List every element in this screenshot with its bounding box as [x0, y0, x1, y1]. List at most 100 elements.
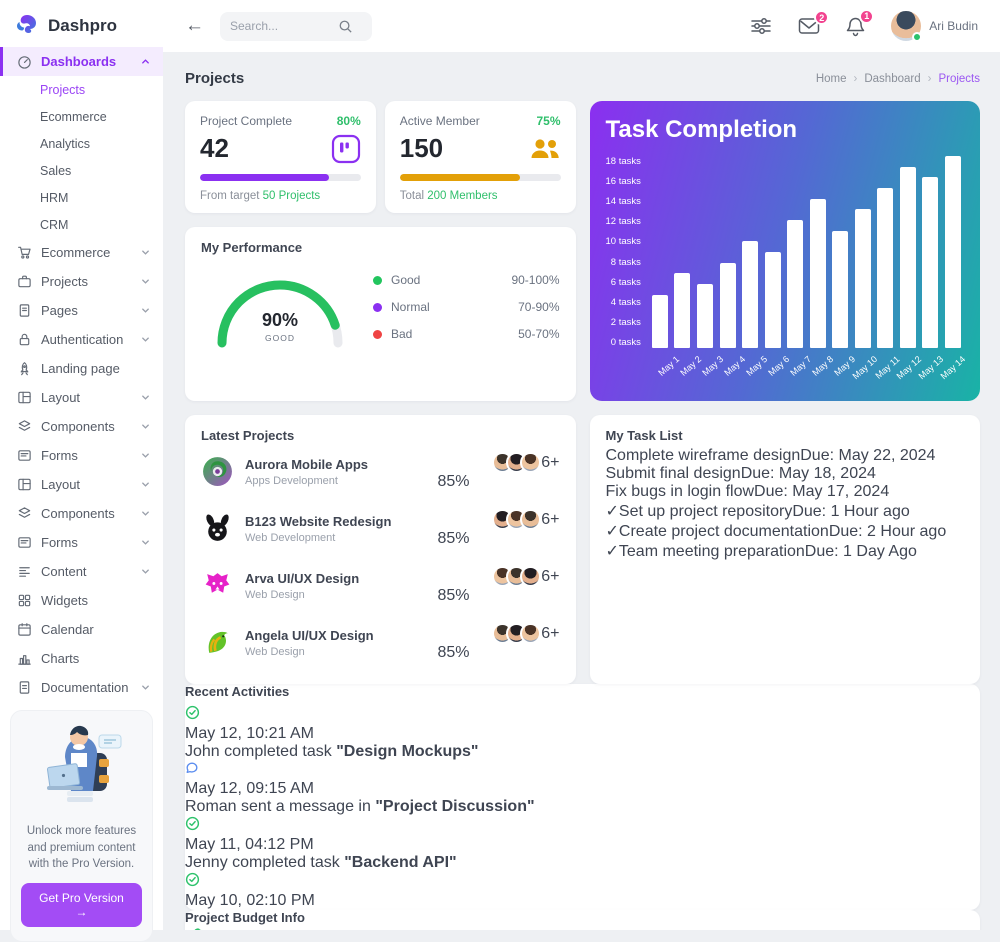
project-row[interactable]: Arva UI/UX Design Web Design 6+ 85% [201, 557, 560, 614]
x-tick: May 5 [744, 348, 769, 386]
active-member-card: Active Member 75% 150 [384, 101, 576, 213]
sidebar-item-label: Authentication [41, 332, 124, 347]
mail-icon[interactable]: 2 [798, 10, 830, 35]
x-tick: May 1 [656, 348, 681, 386]
bell-icon[interactable]: 1 [846, 8, 875, 37]
sidebar-subitem-projects[interactable]: Projects [40, 82, 86, 97]
legend-range: 70-90% [518, 300, 560, 314]
project-row[interactable]: B123 Website Redesign Web Development 6+ 85… [201, 500, 560, 557]
sidebar-item-dashboards[interactable]: Dashboards [0, 47, 163, 76]
x-tick-label: May 3 [700, 354, 726, 378]
x-tick: May 7 [788, 348, 813, 386]
search-box[interactable] [220, 11, 372, 41]
project-logo-swirl [201, 455, 234, 488]
project-meta: 6+ 85% [438, 452, 560, 491]
task-bar [922, 177, 939, 348]
task-row: ✓Set up project repositoryDue: 1 Hour ag… [606, 501, 965, 521]
sidebar-item-calendar[interactable]: Calendar [0, 615, 163, 644]
task-bar [742, 241, 759, 348]
sidebar-subitem-crm[interactable]: CRM [40, 217, 69, 232]
sidebar-subitem-analytics[interactable]: Analytics [40, 136, 91, 151]
sidebar-subitem-ecommerce[interactable]: Ecommerce [40, 109, 107, 124]
checkbox-checked[interactable]: ✓ [605, 503, 619, 520]
chevron-down-icon [140, 566, 151, 577]
recent-activities-title: Recent Activities [185, 684, 290, 699]
checkbox-checked[interactable]: ✓ [605, 523, 619, 540]
page-icon [17, 303, 32, 318]
x-tick: May 2 [678, 348, 703, 386]
sidebar-item-forms[interactable]: Forms [0, 441, 163, 470]
x-tick-label: May 2 [678, 354, 704, 378]
sidebar-item-label: Layout [41, 390, 81, 405]
x-tick: May 9 [833, 348, 858, 386]
briefcase-icon [17, 274, 32, 289]
search-input[interactable] [230, 19, 338, 33]
mail-badge: 2 [814, 10, 830, 25]
project-row[interactable]: Aurora Mobile Apps Apps Development 6+ 85% [201, 443, 560, 500]
project-progress-percent: 85% [437, 530, 470, 547]
x-tick: May 3 [700, 348, 725, 386]
sidebar-item-components[interactable]: Components [0, 499, 163, 528]
sidebar-item-ecommerce[interactable]: Ecommerce [0, 238, 163, 267]
project-progress-percent: 85% [437, 644, 470, 661]
top-header: ← 2 [163, 0, 1000, 52]
legend-range: 90-100% [511, 273, 560, 287]
project-category: Web Development [245, 531, 336, 544]
y-tick-label: 12 tasks [605, 216, 641, 228]
sidebar-item-forms[interactable]: Forms [0, 528, 163, 557]
brand[interactable]: Dashpro [0, 0, 163, 47]
stat-title: Active Member [399, 114, 480, 128]
user-menu[interactable]: Ari Budin [891, 11, 978, 42]
filter-settings-icon[interactable] [750, 16, 772, 36]
activity-time: May 11, 04:12 PM [185, 836, 314, 853]
calendar-icon [17, 622, 32, 637]
sidebar-item-layout[interactable]: Layout [0, 383, 163, 412]
sidebar-item-components[interactable]: Components [0, 412, 163, 441]
task-label: Set up project repository [618, 503, 793, 520]
stat-title: Project Complete [200, 114, 293, 128]
sidebar-item-charts[interactable]: Charts [0, 644, 163, 673]
chevron-down-icon [140, 450, 151, 461]
get-pro-button[interactable]: Get Pro Version → [21, 883, 142, 928]
y-tick-label: 14 tasks [605, 196, 641, 208]
checkbox-checked[interactable]: ✓ [605, 543, 619, 560]
search-icon[interactable] [338, 19, 353, 34]
chevron-down-icon [140, 537, 151, 548]
user-name: Ari Budin [929, 19, 978, 33]
sidebar-item-content[interactable]: Content [0, 557, 163, 586]
legend-name: Normal [391, 300, 430, 314]
layout-icon [17, 477, 32, 492]
sidebar-item-landing-page[interactable]: Landing page [0, 354, 163, 383]
task-list-card: My Task List Complete wireframe designDu… [589, 415, 980, 684]
task-bar [877, 188, 894, 348]
sidebar-subitem-hrm[interactable]: HRM [40, 190, 69, 205]
sidebar-subitem-sales[interactable]: Sales [40, 163, 72, 178]
sidebar-item-pages[interactable]: Pages [0, 296, 163, 325]
breadcrumb-home[interactable]: Home [815, 72, 847, 85]
project-meta: 6+ 85% [438, 566, 560, 605]
y-tick-label: 0 tasks [610, 336, 641, 348]
sidebar-item-authentication[interactable]: Authentication [0, 325, 163, 354]
stat-target: 200 Members [427, 190, 498, 202]
sidebar-item-widgets[interactable]: Widgets [0, 586, 163, 615]
project-avatars: 6+ [438, 509, 560, 530]
sidebar-item-label: Content [41, 564, 87, 579]
task-bar [945, 156, 961, 348]
activity-body: May 12, 09:15 AM Roman sent a message in … [185, 780, 980, 816]
chevron-down-icon [140, 508, 151, 519]
project-row[interactable]: Angela UI/UX Design Web Design 6+ 85% [201, 614, 560, 671]
sidebar-collapse-button[interactable]: ← [185, 15, 204, 36]
chevron-down-icon [140, 334, 151, 345]
sidebar-item-projects[interactable]: Projects [0, 267, 163, 296]
check-circle-icon [185, 816, 200, 835]
project-info: Angela UI/UX Design Web Design [245, 628, 427, 658]
stat-progress-fill [399, 174, 521, 181]
y-tick-label: 8 tasks [610, 256, 641, 268]
performance-title: My Performance [201, 240, 303, 255]
breadcrumb-dashboard[interactable]: Dashboard [864, 72, 921, 85]
sidebar-item-documentation[interactable]: Documentation [0, 673, 163, 702]
y-tick-label: 2 tasks [610, 316, 641, 328]
sidebar-item-layout[interactable]: Layout [0, 470, 163, 499]
member-avatar [520, 509, 542, 530]
dashboard-icon [17, 54, 32, 69]
